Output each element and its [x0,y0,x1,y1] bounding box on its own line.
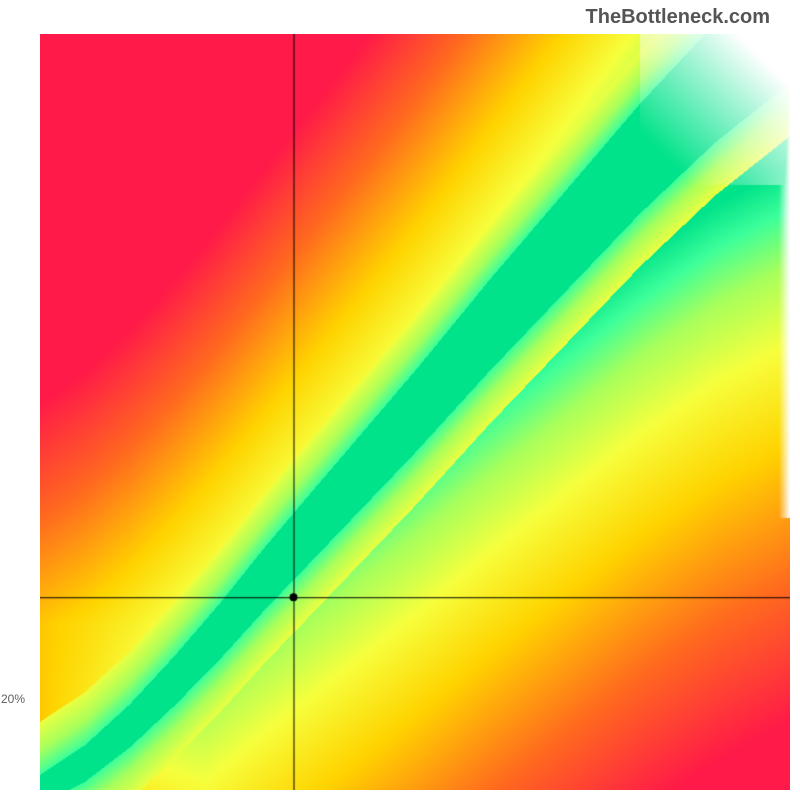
y-tick-label: 20% [1,692,25,706]
watermark-label: TheBottleneck.com [586,6,770,29]
heatmap-plot [40,34,790,790]
